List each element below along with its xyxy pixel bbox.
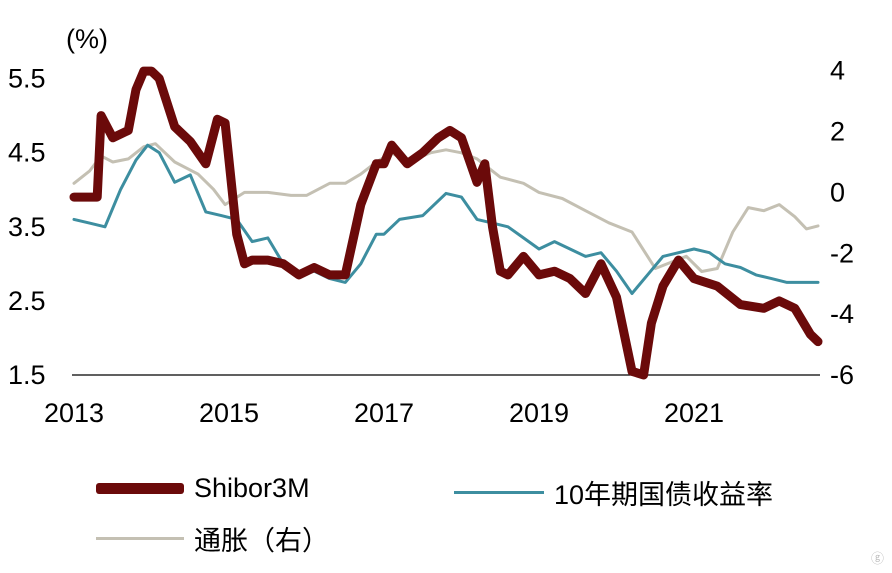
right-tick-label: -2 [830,238,854,268]
legend-label-shibor: Shibor3M [194,473,310,503]
left-tick-label: 4.5 [8,138,46,168]
x-tick-label: 2017 [354,398,414,428]
x-tick-label: 2021 [664,398,724,428]
x-axis: 2013 2015 2017 2019 2021 [44,398,724,428]
series-line-cpi [72,142,820,273]
left-tick-label: 5.5 [8,64,46,94]
plot-area [69,66,823,380]
series-line-bond [72,143,820,295]
series-line-shibor [69,66,823,380]
x-tick-label: 2013 [44,398,104,428]
x-tick-label: 2019 [509,398,569,428]
left-axis-unit: (%) [66,24,108,54]
watermark-logo: ⓖ [870,552,884,567]
right-axis: 4 2 0 -2 -4 -6 [830,56,854,390]
right-tick-label: -4 [830,299,854,329]
right-tick-label: 4 [830,56,845,86]
legend-swatch-cpi [96,537,184,540]
x-tick-label: 2015 [199,398,259,428]
legend-label-bond: 10年期国债收益率 [554,480,774,510]
legend-label-cpi: 通胀（右） [194,526,329,556]
left-tick-label: 3.5 [8,212,46,242]
left-axis: 5.5 4.5 3.5 2.5 1.5 [8,64,46,390]
right-tick-label: 0 [830,177,845,207]
right-tick-label: 2 [830,117,845,147]
left-tick-label: 1.5 [8,360,46,390]
legend-item-cpi: 通胀（右） [96,519,329,558]
legend-item-shibor: Shibor3M [96,473,310,504]
left-tick-label: 2.5 [8,286,46,316]
legend-swatch-shibor [96,483,184,494]
legend-swatch-bond [454,491,544,494]
legend-item-bond: 10年期国债收益率 [454,473,773,512]
right-tick-label: -6 [830,360,854,390]
